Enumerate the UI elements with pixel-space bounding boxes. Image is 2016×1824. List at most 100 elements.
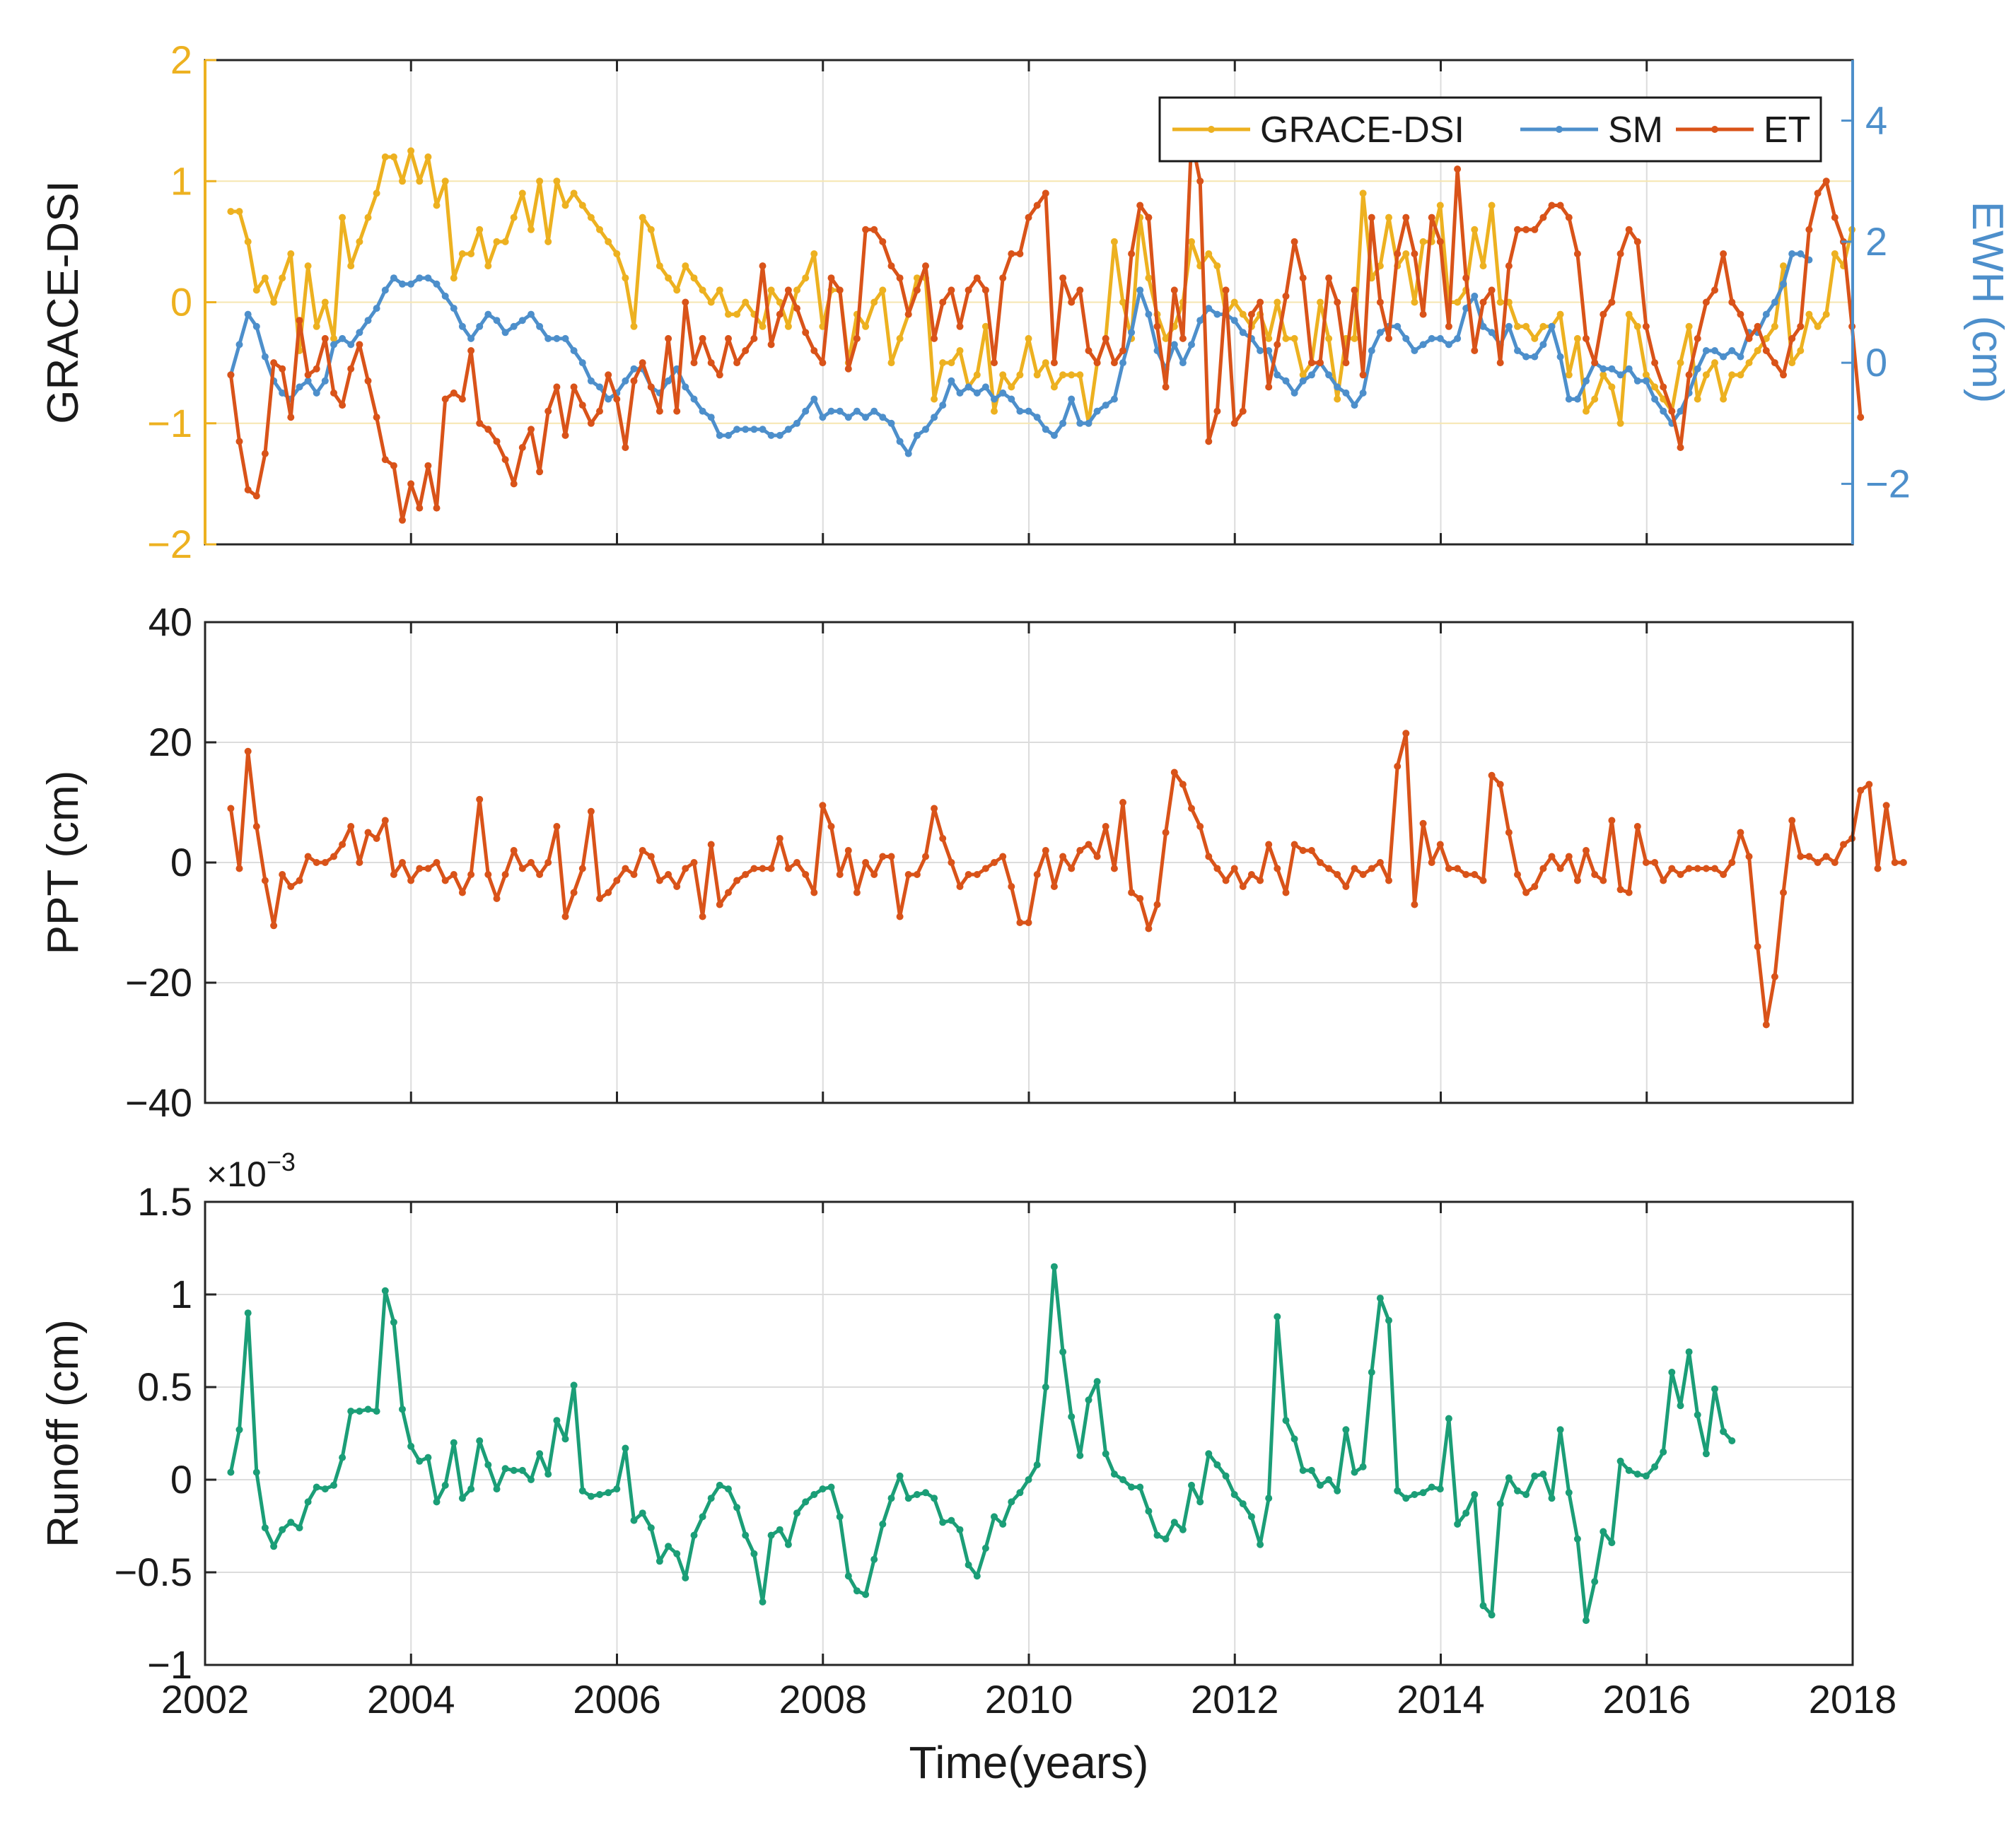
data-point-grace-dsi: [304, 262, 312, 270]
data-point-et: [424, 462, 432, 469]
data-point-ppt: [1394, 763, 1402, 770]
data-point-grace-dsi: [1471, 226, 1479, 233]
data-point-et: [1085, 347, 1093, 354]
data-point-grace-dsi: [776, 298, 783, 306]
data-point-runoff: [1496, 1500, 1504, 1508]
data-point-et: [296, 317, 303, 325]
y-tick-label: 2: [170, 37, 192, 82]
data-point-runoff: [699, 1513, 706, 1521]
data-point-grace-dsi: [1805, 310, 1813, 318]
data-point-sm: [682, 383, 689, 391]
data-point-ppt: [1660, 877, 1667, 884]
data-point-et: [1788, 334, 1796, 342]
data-point-sm: [1290, 389, 1298, 397]
y-tick-label: 0: [170, 280, 192, 325]
data-point-ppt: [561, 913, 569, 920]
data-point-et: [870, 226, 878, 233]
data-point-sm: [1033, 414, 1041, 421]
data-point-et: [1428, 214, 1435, 221]
data-point-et: [458, 395, 466, 403]
data-point-sm: [1170, 341, 1178, 349]
y-tick-label: 40: [148, 600, 192, 644]
data-point-et: [1334, 298, 1341, 306]
data-point-ppt: [1831, 859, 1839, 866]
data-point-sm: [999, 389, 1007, 397]
data-point-ppt: [321, 859, 329, 866]
data-point-ppt: [1162, 829, 1170, 836]
data-point-runoff: [1042, 1384, 1049, 1391]
data-point-sm: [1531, 353, 1539, 361]
data-point-ppt: [1814, 859, 1822, 866]
y-tick-label: 0: [170, 1457, 192, 1502]
data-point-ppt: [1462, 871, 1470, 878]
data-point-sm: [1376, 329, 1384, 337]
data-point-grace-dsi: [1110, 238, 1118, 245]
legend-marker-sm: [1556, 126, 1563, 133]
panel-top: −2 −1 0 1 2 −2 0 2 4 GRACE-DSI EWH (cm) GRACE-DS…: [39, 37, 2012, 566]
data-point-et: [1583, 334, 1590, 342]
data-point-sm: [896, 438, 904, 445]
data-point-sm: [1119, 359, 1126, 367]
data-point-grace-dsi: [931, 395, 938, 403]
data-point-ppt: [1196, 823, 1204, 830]
data-point-grace-dsi: [1265, 334, 1273, 342]
data-point-ppt: [819, 802, 827, 809]
data-point-sm: [416, 274, 424, 282]
data-point-et: [570, 383, 578, 391]
data-point-ppt: [1754, 943, 1761, 950]
data-point-sm: [1660, 407, 1667, 415]
data-point-grace-dsi: [1068, 371, 1076, 379]
data-point-et: [252, 492, 260, 500]
data-point-grace-dsi: [1711, 359, 1718, 367]
data-point-et: [1265, 383, 1273, 391]
data-point-ppt: [1385, 877, 1392, 884]
data-point-ppt: [1042, 847, 1049, 854]
data-point-et: [1651, 359, 1659, 367]
data-point-ppt: [1282, 889, 1290, 896]
data-point-grace-dsi: [1685, 322, 1693, 330]
data-point-ppt: [1565, 853, 1573, 860]
data-point-ppt: [690, 859, 698, 866]
data-point-runoff: [510, 1466, 518, 1474]
data-point-grace-dsi: [981, 322, 989, 330]
data-point-grace-dsi: [1780, 262, 1787, 270]
data-point-sm: [561, 334, 569, 342]
data-point-ppt: [1008, 883, 1015, 890]
data-point-sm: [1359, 389, 1367, 397]
legend-marker-grace: [1208, 126, 1215, 133]
data-point-grace-dsi: [484, 262, 492, 270]
data-point-sm: [630, 365, 638, 373]
data-point-grace-dsi: [356, 238, 363, 245]
data-point-ppt: [1445, 865, 1452, 872]
data-point-runoff: [605, 1489, 612, 1497]
data-point-et: [1548, 201, 1556, 209]
data-point-ppt: [1899, 859, 1907, 866]
data-point-sm: [1239, 329, 1247, 337]
data-point-ppt: [1205, 853, 1213, 860]
data-point-ppt: [965, 871, 972, 878]
data-point-runoff: [1162, 1535, 1170, 1543]
data-point-runoff: [1445, 1415, 1452, 1422]
data-point-sm: [725, 431, 732, 439]
data-point-runoff: [1573, 1535, 1581, 1543]
data-point-grace-dsi: [1059, 371, 1067, 379]
data-point-sm: [1702, 347, 1710, 354]
data-point-ppt: [750, 865, 758, 872]
y-tick-label: −20: [125, 960, 192, 1005]
data-point-et: [1351, 286, 1358, 294]
y-tick-label: −40: [125, 1080, 192, 1125]
data-point-runoff: [1213, 1461, 1221, 1468]
data-point-sm: [1299, 377, 1307, 385]
data-point-et: [887, 262, 895, 270]
data-point-runoff: [1102, 1450, 1109, 1458]
data-point-et: [1257, 298, 1264, 306]
data-point-ppt: [339, 841, 346, 848]
data-point-sm: [1307, 371, 1315, 379]
data-point-grace-dsi: [321, 298, 329, 306]
data-point-runoff: [270, 1543, 278, 1550]
data-point-et: [1419, 310, 1427, 318]
data-point-sm: [1351, 402, 1358, 409]
data-point-et: [682, 298, 689, 306]
data-point-grace-dsi: [1282, 334, 1290, 342]
data-point-ppt: [244, 747, 252, 755]
